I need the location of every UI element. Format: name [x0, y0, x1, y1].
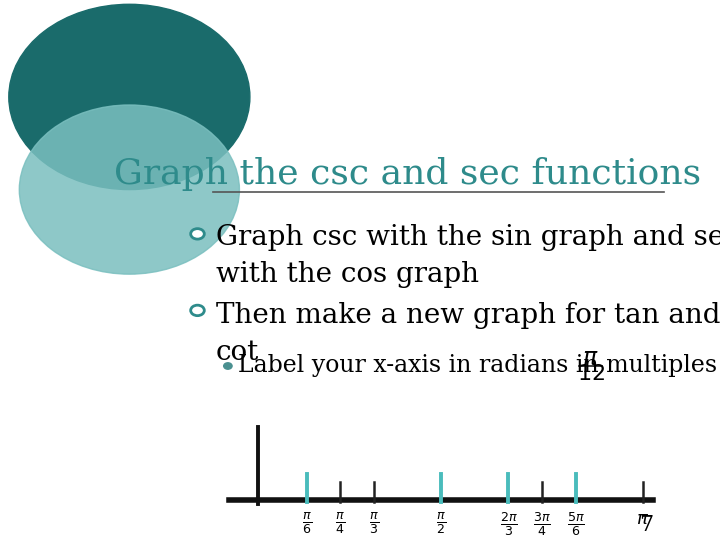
- Circle shape: [191, 305, 204, 316]
- Text: Graph csc with the sin graph and sec
with the cos graph: Graph csc with the sin graph and sec wit…: [216, 224, 720, 288]
- Text: Graph the csc and sec functions: Graph the csc and sec functions: [114, 157, 701, 191]
- Text: $12$: $12$: [577, 364, 605, 384]
- Text: $\frac{5\pi}{6}$: $\frac{5\pi}{6}$: [567, 510, 585, 538]
- Circle shape: [191, 228, 204, 239]
- Circle shape: [224, 363, 232, 369]
- Text: 7: 7: [639, 514, 654, 536]
- Text: Then make a new graph for tan and
cot: Then make a new graph for tan and cot: [216, 301, 720, 366]
- Text: $\frac{\pi}{2}$: $\frac{\pi}{2}$: [436, 510, 446, 536]
- Text: $\frac{\pi}{4}$: $\frac{\pi}{4}$: [336, 510, 346, 536]
- Circle shape: [19, 105, 240, 274]
- Text: $\frac{3\pi}{4}$: $\frac{3\pi}{4}$: [534, 510, 551, 538]
- Text: $\pi$: $\pi$: [582, 346, 599, 370]
- Text: $\frac{2\pi}{3}$: $\frac{2\pi}{3}$: [500, 510, 518, 538]
- Text: $\frac{\pi}{3}$: $\frac{\pi}{3}$: [369, 510, 379, 536]
- Text: $\frac{\pi}{6}$: $\frac{\pi}{6}$: [302, 510, 312, 536]
- Text: Label your x-axis in radians in multiples of: Label your x-axis in radians in multiple…: [238, 354, 720, 377]
- Circle shape: [9, 4, 250, 190]
- Text: $\pi$: $\pi$: [636, 510, 649, 528]
